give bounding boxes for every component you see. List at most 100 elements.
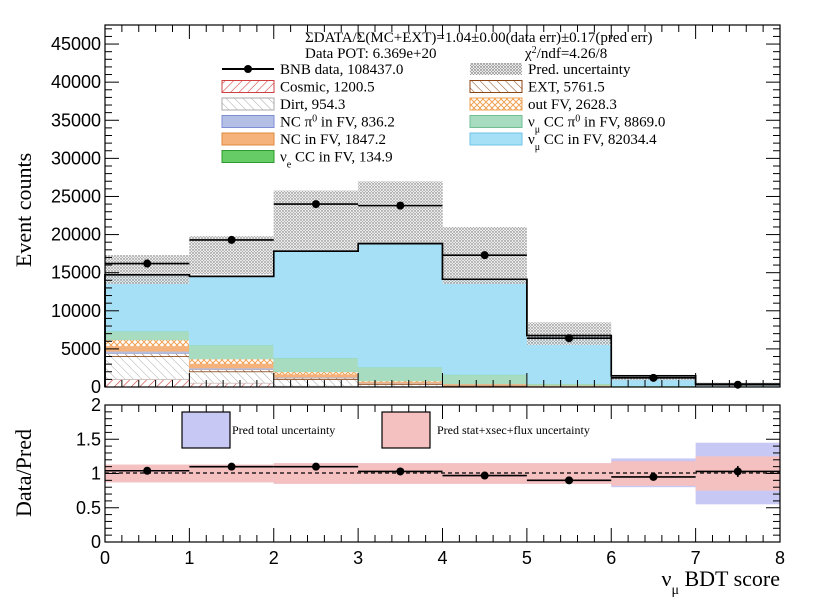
legend-entry: NC π0 in FV, 836.2 — [221, 113, 395, 131]
top-axis-ticks: 0 5000 10000 15000 20000 25000 30000 35000 40000… — [51, 25, 780, 397]
stack-bar — [104, 339, 190, 348]
bottom-y-axis-label: Data/Pred — [11, 429, 36, 517]
x-tick-label: 0 — [100, 548, 110, 568]
legend-entry: Pred. uncertainty — [470, 62, 631, 78]
legend-label: NC π0 in FV, 836.2 — [280, 113, 395, 131]
legend-uncertainty-swatch — [470, 63, 522, 75]
legend-fill-swatch — [469, 115, 523, 128]
stack-bar — [442, 278, 528, 375]
ratio-point — [649, 472, 658, 481]
stack-bar — [188, 363, 275, 369]
y-tick-label: 40000 — [51, 72, 101, 92]
y-tick-label: 45000 — [51, 34, 101, 54]
data-point — [480, 251, 489, 260]
ratio-legend-label: Pred total uncertainty — [232, 423, 335, 437]
chi2-text: χ2/ndf=4.26/8 — [524, 45, 607, 63]
ratio-point — [396, 467, 405, 476]
x-axis-label: νμ BDT score — [662, 566, 781, 598]
legend-entry: νe CC in FV, 134.9 — [221, 150, 393, 171]
y-tick-label: 15000 — [51, 263, 101, 283]
legend-entry: Cosmic, 1200.5 — [221, 80, 375, 96]
ratio-summary-text: ΣDATA/Σ(MC+EXT)=1.04±0.00(data err)±0.17… — [305, 30, 652, 46]
ratio-y-tick-label: 0.5 — [76, 498, 101, 518]
ratio-point — [565, 476, 574, 485]
legend-entry: BNB data, 108437.0 — [222, 62, 403, 78]
legend-label: Pred. uncertainty — [528, 62, 631, 78]
data-point — [565, 334, 574, 343]
legend-hatch-swatch — [221, 80, 275, 93]
x-tick-label: 6 — [606, 548, 616, 568]
legend-entry: EXT, 5761.5 — [469, 80, 605, 96]
data-point — [649, 373, 658, 382]
stack-bar — [273, 378, 359, 387]
x-tick-label: 8 — [775, 548, 785, 568]
legend-hatch-swatch — [469, 97, 523, 111]
data-point — [143, 259, 152, 268]
stack-bar — [188, 344, 275, 360]
x-tick-label: 1 — [184, 548, 194, 568]
ratio-legend-entry: Pred stat+xsec+flux uncertainty — [381, 411, 590, 449]
ratio-legend-entry: Pred total uncertainty — [181, 411, 335, 449]
ratio-legend-swatch — [381, 411, 431, 449]
bottom-legend: Pred total uncertainty Pred stat+xsec+flu… — [181, 411, 590, 449]
total-prediction-line — [104, 242, 780, 387]
legend-entry: νμ CC in FV, 82034.4 — [469, 132, 657, 153]
legend-label: νμ CC in FV, 82034.4 — [528, 132, 657, 153]
legend-hatch-swatch — [469, 80, 523, 93]
stack-bar — [104, 378, 190, 388]
legend-entry: νμ CC π0 in FV, 8869.0 — [469, 113, 665, 135]
legend-label: νμ CC π0 in FV, 8869.0 — [528, 113, 665, 135]
stack-bar — [357, 366, 443, 382]
legend-label: νe CC in FV, 134.9 — [280, 150, 393, 171]
data-point — [227, 235, 236, 244]
legend-fill-swatch — [221, 115, 275, 128]
stack-bar — [273, 357, 359, 373]
legend-label: Dirt, 954.3 — [280, 97, 345, 113]
data-point — [396, 201, 405, 210]
ratio-y-tick-label: 1.5 — [76, 429, 101, 449]
ratio-points — [105, 462, 780, 485]
uncertainty-box — [358, 181, 443, 243]
stack-bar — [442, 374, 528, 385]
legend-entry: NC in FV, 1847.2 — [221, 132, 386, 148]
legend-label: Cosmic, 1200.5 — [280, 80, 375, 96]
legend-entry: Dirt, 954.3 — [221, 97, 345, 113]
top-y-axis-label: Event counts — [11, 153, 36, 267]
data-points — [105, 200, 780, 389]
ratio-point — [227, 462, 236, 471]
uncertainty-box — [526, 322, 612, 346]
x-tick-label: 3 — [353, 548, 363, 568]
x-tick-label: 4 — [437, 548, 447, 568]
y-tick-label: 25000 — [51, 186, 101, 206]
ratio-legend-swatch — [181, 411, 231, 449]
stack-bar — [104, 330, 190, 341]
stack-bar — [188, 275, 275, 346]
bottom-axis-ticks: 0 0.5 1 1.5 2 0 1 2 3 4 5 6 7 8 — [76, 395, 785, 568]
y-tick-label: 5000 — [61, 339, 101, 359]
stack-bar — [357, 243, 443, 368]
data-point — [311, 200, 320, 209]
legend-label: NC in FV, 1847.2 — [280, 132, 386, 148]
ratio-y-tick-label: 0 — [91, 532, 101, 552]
stack-bar — [273, 371, 359, 376]
ratio-y-tick-label: 2 — [91, 395, 101, 415]
stack-bar — [104, 356, 190, 380]
pot-text: Data POT: 6.369e+20 — [305, 46, 436, 62]
ratio-point — [143, 466, 152, 475]
ratio-point — [311, 462, 320, 471]
legend-label: out FV, 2628.3 — [528, 97, 617, 113]
x-tick-label: 7 — [691, 548, 701, 568]
x-tick-label: 2 — [269, 548, 279, 568]
legend-fill-swatch — [469, 132, 523, 146]
ratio-y-tick-label: 1 — [91, 464, 101, 484]
ratio-point — [480, 471, 489, 480]
uncertainty-box — [273, 190, 359, 250]
legend-label: BNB data, 108437.0 — [280, 62, 403, 78]
y-tick-label: 10000 — [51, 301, 101, 321]
legend-label: EXT, 5761.5 — [528, 80, 605, 96]
stack-bar — [104, 274, 190, 332]
x-tick-label: 5 — [522, 548, 532, 568]
top-legend: BNB data, 108437.0 Pred. uncertainty Cosmi… — [221, 62, 665, 171]
